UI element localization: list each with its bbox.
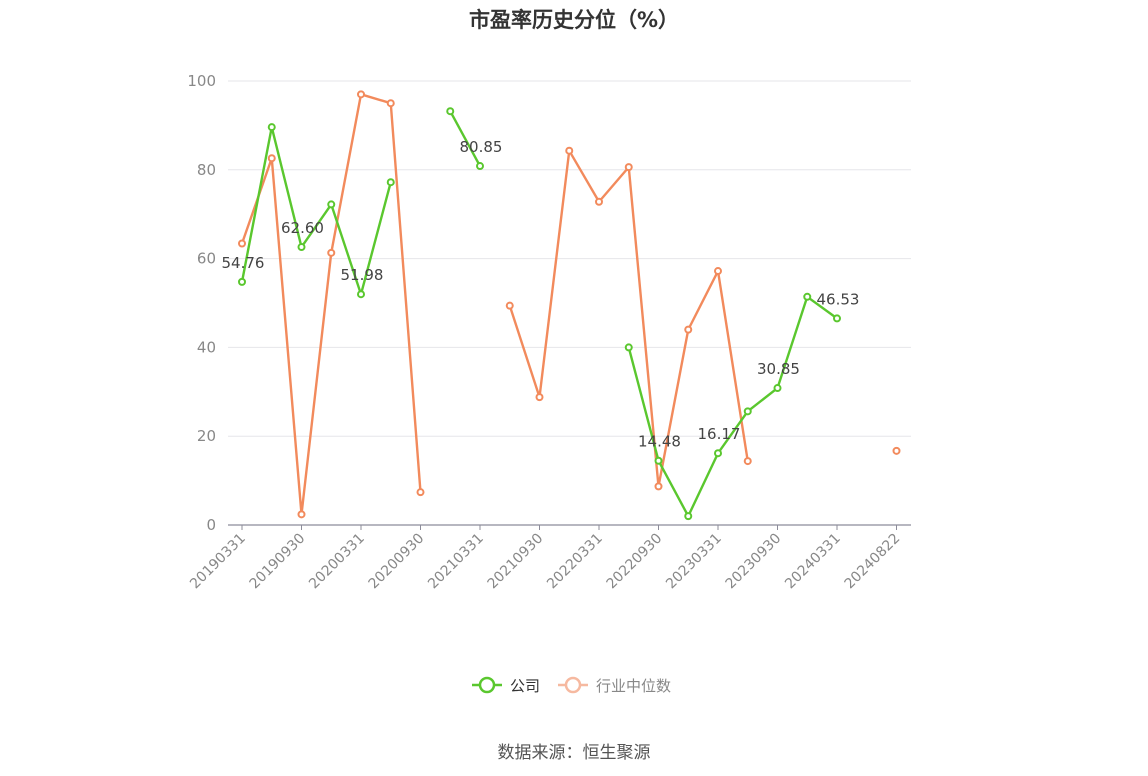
data-label: 14.48 — [638, 433, 681, 451]
data-point-company — [773, 384, 782, 393]
data-point-company — [357, 290, 365, 299]
data-point-company — [386, 178, 395, 187]
y-tick-label: 20 — [197, 427, 216, 445]
data-point-company — [833, 314, 841, 323]
data-point-industry — [654, 482, 663, 491]
legend-marker — [478, 676, 496, 694]
legend-label: 公司 — [510, 677, 540, 695]
data-point-industry — [684, 325, 693, 334]
data-point-industry — [624, 163, 633, 172]
data-label: 30.85 — [757, 360, 800, 378]
data-label: 46.53 — [817, 290, 860, 308]
data-point-industry — [892, 446, 901, 455]
x-tick-label: 20230930 — [723, 531, 785, 593]
x-tick-label: 20190930 — [247, 531, 309, 593]
data-point-company — [476, 162, 484, 171]
data-point-industry — [386, 99, 395, 108]
data-label: 80.85 — [460, 138, 503, 156]
data-point-company — [327, 200, 336, 209]
data-point-industry — [505, 301, 514, 310]
data-point-company — [684, 512, 693, 521]
x-tick-label: 20200930 — [366, 531, 428, 593]
data-point-company — [446, 107, 455, 116]
data-label: 16.17 — [698, 425, 741, 443]
data-point-industry — [327, 248, 336, 257]
data-point-company — [267, 123, 276, 132]
data-point-industry — [416, 488, 425, 497]
data-point-industry — [357, 90, 365, 99]
y-tick-label: 100 — [187, 72, 216, 90]
x-tick-label: 20240331 — [782, 531, 844, 593]
x-tick-label: 20220930 — [604, 531, 666, 593]
x-tick-label: 20220331 — [544, 531, 606, 593]
data-point-industry — [238, 239, 246, 248]
x-tick-label: 20210331 — [425, 531, 487, 593]
data-point-industry — [565, 146, 574, 155]
data-label: 62.60 — [281, 219, 324, 237]
data-point-company — [803, 292, 812, 301]
data-label: 51.98 — [341, 266, 384, 284]
x-tick-label: 20240822 — [842, 531, 904, 593]
legend-marker — [564, 676, 582, 694]
data-point-company — [238, 277, 246, 286]
data-point-industry — [743, 457, 752, 466]
x-tick-label: 20230331 — [663, 531, 725, 593]
data-point-company — [714, 449, 722, 458]
data-point-company — [297, 243, 306, 252]
data-point-industry — [267, 154, 276, 163]
data-point-industry — [595, 197, 603, 206]
series-line-company — [240, 125, 392, 296]
legend-label: 行业中位数 — [596, 677, 671, 695]
x-tick-label: 20190331 — [187, 531, 249, 593]
data-point-company — [743, 407, 752, 416]
series-line-company — [627, 295, 838, 518]
y-tick-label: 80 — [197, 161, 216, 179]
data-point-industry — [535, 393, 544, 402]
x-tick-label: 20210930 — [485, 531, 547, 593]
data-point-company — [654, 456, 663, 465]
y-tick-label: 0 — [206, 516, 216, 534]
y-tick-label: 40 — [197, 338, 216, 356]
y-tick-label: 60 — [197, 250, 216, 268]
data-point-industry — [714, 267, 722, 276]
data-label: 54.76 — [222, 254, 265, 272]
source-note: 数据来源：恒生聚源 — [497, 743, 651, 763]
data-point-company — [624, 343, 633, 352]
data-point-industry — [297, 510, 306, 519]
x-tick-label: 20200331 — [306, 531, 368, 593]
chart-title: 市盈率历史分位（%） — [468, 8, 680, 32]
series-line-company — [449, 110, 482, 167]
